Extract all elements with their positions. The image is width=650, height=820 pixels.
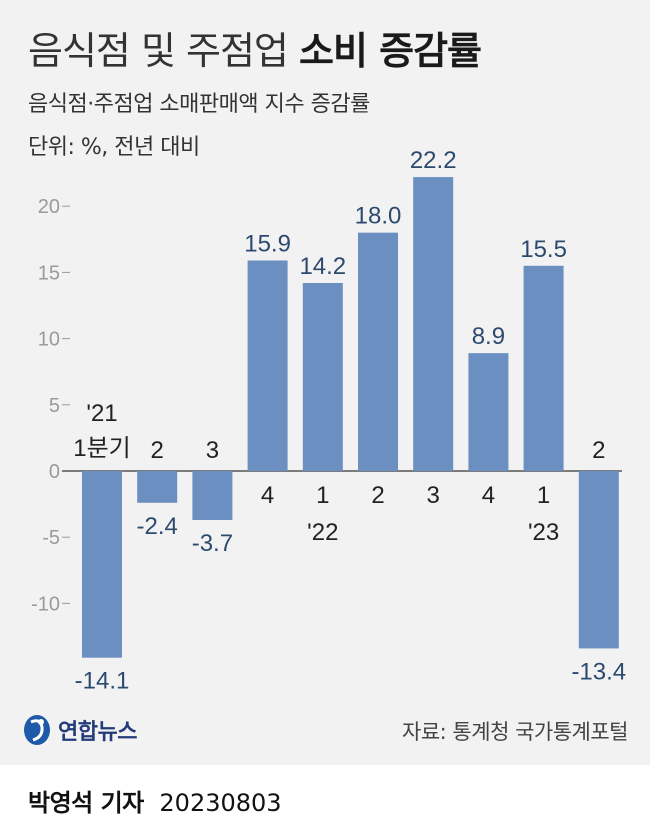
source-note: 자료: 통계청 국가통계포털 (402, 720, 628, 744)
chart-subtitle: 음식점·주점업 소매판매액 지수 증감률 (28, 92, 370, 117)
y-tick-label: -5 (42, 527, 60, 549)
category-label: 2 (151, 437, 164, 464)
value-label: 15.5 (520, 236, 567, 263)
yonhap-logo-icon (24, 715, 50, 745)
bar (578, 471, 619, 649)
y-tick-label: 15 (38, 262, 60, 284)
reporter-name: 박영석 기자 (28, 789, 144, 817)
byline: 박영석 기자 20230803 (28, 783, 282, 818)
y-tick-label: -10 (31, 593, 60, 615)
value-label: -14.1 (75, 668, 130, 695)
yonhap-logo: 연합뉴스 (22, 713, 137, 747)
value-label: 8.9 (472, 323, 505, 350)
title-bold: 소비 증감률 (298, 29, 482, 73)
category-label: 4 (482, 482, 495, 509)
bar (523, 265, 564, 471)
category-label: '22 (307, 519, 338, 546)
unit-label: 단위: %, 전년 대비 (28, 135, 200, 160)
value-label: 18.0 (355, 203, 402, 230)
chart-title: 음식점 및 주점업 소비 증감률 (28, 20, 482, 75)
bar (468, 353, 509, 471)
value-label: 22.2 (410, 147, 457, 174)
category-label: 2 (592, 437, 605, 464)
value-label: -2.4 (137, 513, 178, 540)
value-label: 15.9 (244, 230, 291, 257)
y-tick-label: 0 (49, 461, 60, 483)
publish-date: 20230803 (159, 789, 282, 817)
bar (192, 471, 233, 520)
category-label: 2 (371, 482, 384, 509)
y-tick-label: 10 (38, 329, 60, 351)
bar (302, 282, 343, 471)
category-label: 1 (316, 482, 329, 509)
category-label: '21 (86, 400, 117, 427)
category-label: 3 (206, 437, 219, 464)
bar (137, 471, 178, 503)
bar (82, 471, 122, 658)
logo-text: 연합뉴스 (58, 720, 137, 745)
category-label: 1 (537, 482, 550, 509)
y-tick-label: 20 (38, 196, 60, 218)
bar (358, 232, 398, 471)
infographic-card: 음식점 및 주점업 소비 증감률 음식점·주점업 소매판매액 지수 증감률 단위… (0, 0, 650, 765)
category-label: 1분기 (73, 435, 131, 462)
value-label: -13.4 (571, 658, 626, 685)
category-label: 3 (427, 482, 440, 509)
bar-chart: 20 15 10 5 0 -5 -10 -14.1 '21 1분기 -2.4 2 -3.7 3 15.9 4 1… (31, 147, 626, 695)
category-label: '23 (528, 519, 559, 546)
y-tick-label: 5 (49, 395, 60, 417)
value-label: -3.7 (192, 530, 233, 557)
title-light: 음식점 및 주점업 (28, 29, 289, 73)
category-label: 4 (261, 482, 274, 509)
bar (413, 177, 454, 471)
bar (247, 260, 288, 471)
value-label: 14.2 (299, 253, 346, 280)
